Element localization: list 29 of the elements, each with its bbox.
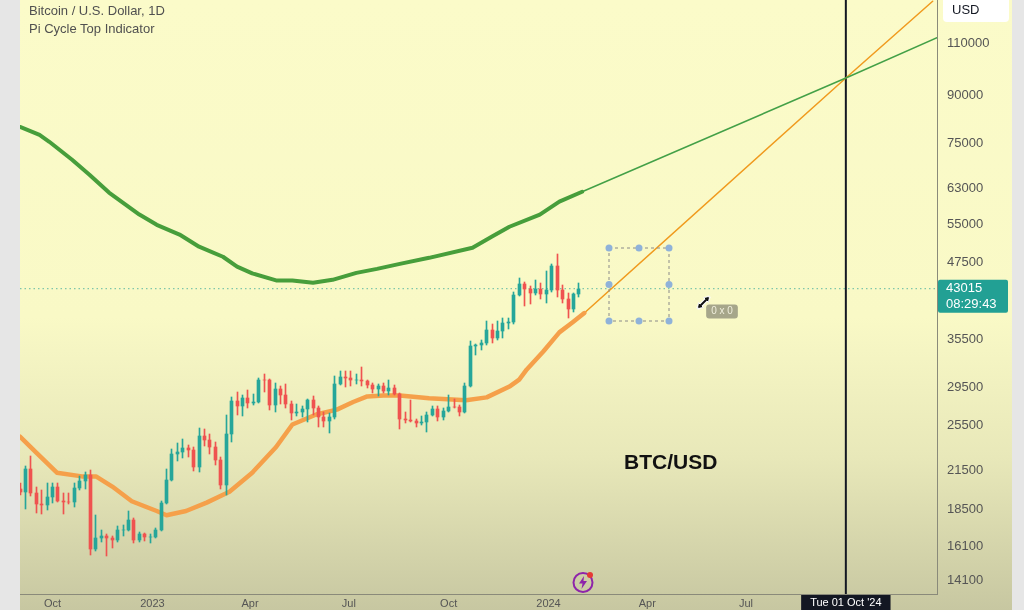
y-tick-label: 35500 — [947, 330, 984, 346]
x-tick-label: 2024 — [536, 596, 561, 609]
x-tick-label: Apr — [241, 596, 259, 609]
y-tick-label: 110000 — [947, 34, 990, 50]
y-tick-label: 90000 — [947, 87, 984, 103]
y-tick-label: 55000 — [947, 215, 984, 231]
annotation: 0 x 0 — [711, 305, 734, 317]
x-tick-label: 2023 — [140, 596, 165, 609]
text: 08:29:43 — [946, 295, 997, 311]
y-tick-label: 29500 — [947, 379, 984, 395]
annotation: BTC/USD — [624, 449, 718, 473]
ref-line-label: 43015 — [946, 280, 983, 296]
y-tick-label: 16100 — [947, 537, 984, 553]
y-tick-label: 47500 — [947, 254, 984, 270]
y-tick-label: 63000 — [947, 180, 984, 196]
text: Pi Cycle Top Indicator — [29, 20, 156, 36]
x-tick-label: Oct — [440, 596, 458, 609]
ref-line-label: Tue 01 Oct '24 — [810, 595, 882, 608]
y-tick-label: 75000 — [947, 134, 984, 150]
x-tick-label: Oct — [43, 596, 62, 609]
x-tick-label: Jul — [341, 596, 356, 609]
chart-title: Bitcoin / U.S. Dollar, 1D — [29, 2, 165, 18]
y-tick-label: 18500 — [947, 501, 984, 517]
x-tick-label: Apr — [638, 596, 657, 609]
x-tick-label: Jul — [738, 596, 754, 609]
y-tick-label: 14100 — [947, 572, 984, 588]
y-axis-title: USD — [952, 1, 980, 17]
y-tick-label: 21500 — [947, 461, 984, 477]
y-tick-label: 25500 — [947, 417, 984, 433]
